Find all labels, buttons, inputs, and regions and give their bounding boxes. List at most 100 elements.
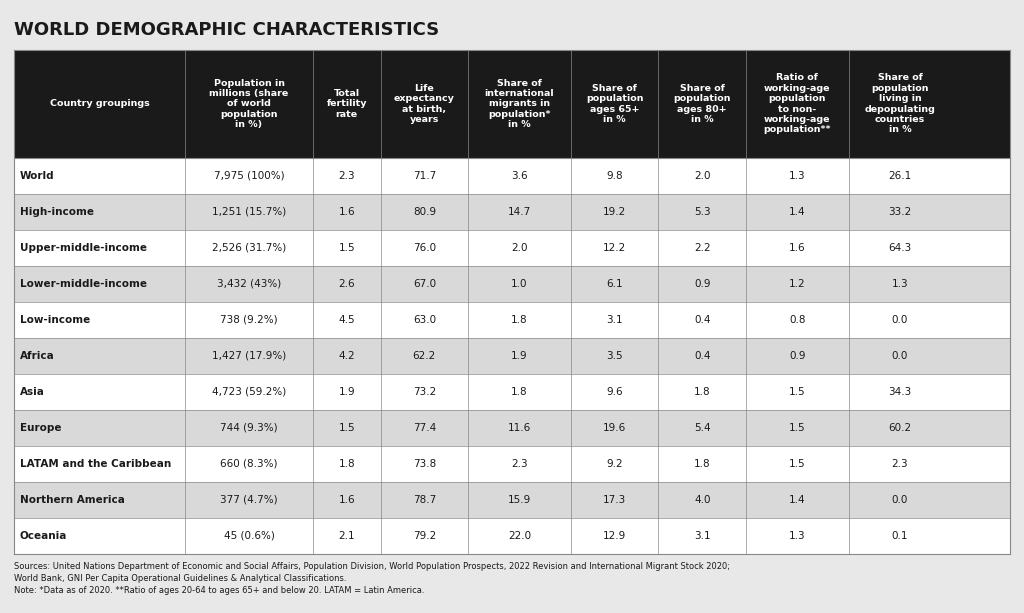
Text: 2.6: 2.6 — [338, 279, 355, 289]
Text: 744 (9.3%): 744 (9.3%) — [220, 423, 278, 433]
Text: 76.0: 76.0 — [413, 243, 436, 253]
Text: 80.9: 80.9 — [413, 207, 436, 217]
Text: 0.8: 0.8 — [790, 315, 806, 325]
Text: 11.6: 11.6 — [508, 423, 531, 433]
Text: Oceania: Oceania — [20, 531, 68, 541]
Text: Share of
international
migrants in
population*
in %: Share of international migrants in popul… — [484, 78, 554, 129]
Text: 1.3: 1.3 — [790, 531, 806, 541]
Text: 9.2: 9.2 — [606, 459, 623, 469]
Bar — [14, 194, 1010, 230]
Text: 71.7: 71.7 — [413, 171, 436, 181]
Text: LATAM and the Caribbean: LATAM and the Caribbean — [20, 459, 171, 469]
Text: 1.6: 1.6 — [338, 207, 355, 217]
Text: 4.2: 4.2 — [338, 351, 355, 361]
Text: 738 (9.2%): 738 (9.2%) — [220, 315, 278, 325]
Bar — [14, 446, 1010, 482]
Text: Upper-middle-income: Upper-middle-income — [20, 243, 147, 253]
Text: 1.2: 1.2 — [790, 279, 806, 289]
Text: 45 (0.6%): 45 (0.6%) — [223, 531, 274, 541]
Text: 15.9: 15.9 — [508, 495, 531, 505]
Text: 0.0: 0.0 — [892, 351, 908, 361]
Text: Population in
millions (share
of world
population
in %): Population in millions (share of world p… — [210, 78, 289, 129]
Text: World: World — [20, 171, 54, 181]
Text: 62.2: 62.2 — [413, 351, 436, 361]
Text: 3.6: 3.6 — [511, 171, 527, 181]
Text: Low-income: Low-income — [20, 315, 90, 325]
Text: 33.2: 33.2 — [888, 207, 911, 217]
Bar — [14, 50, 1010, 554]
Text: 1.6: 1.6 — [338, 495, 355, 505]
Text: 2,526 (31.7%): 2,526 (31.7%) — [212, 243, 286, 253]
Text: 7,975 (100%): 7,975 (100%) — [214, 171, 285, 181]
Text: 6.1: 6.1 — [606, 279, 623, 289]
Text: 14.7: 14.7 — [508, 207, 531, 217]
Text: 0.4: 0.4 — [694, 315, 711, 325]
Text: 660 (8.3%): 660 (8.3%) — [220, 459, 278, 469]
Text: 1.8: 1.8 — [694, 459, 711, 469]
Text: 2.1: 2.1 — [338, 531, 355, 541]
Text: 19.2: 19.2 — [603, 207, 627, 217]
Bar — [14, 518, 1010, 554]
Text: 1.8: 1.8 — [511, 387, 527, 397]
Text: 1.5: 1.5 — [790, 387, 806, 397]
Text: 17.3: 17.3 — [603, 495, 627, 505]
Text: 63.0: 63.0 — [413, 315, 436, 325]
Text: 34.3: 34.3 — [888, 387, 911, 397]
Text: 9.6: 9.6 — [606, 387, 623, 397]
Text: 79.2: 79.2 — [413, 531, 436, 541]
Text: 12.2: 12.2 — [603, 243, 627, 253]
Text: 0.0: 0.0 — [892, 495, 908, 505]
Bar — [14, 230, 1010, 266]
Text: 3.1: 3.1 — [606, 315, 623, 325]
Text: 3,432 (43%): 3,432 (43%) — [217, 279, 282, 289]
Text: 5.3: 5.3 — [694, 207, 711, 217]
Text: 1.8: 1.8 — [511, 315, 527, 325]
Text: 1.5: 1.5 — [338, 423, 355, 433]
Text: 1.6: 1.6 — [790, 243, 806, 253]
Text: 377 (4.7%): 377 (4.7%) — [220, 495, 278, 505]
Text: Ratio of
working-age
population
to non-
working-age
population**: Ratio of working-age population to non- … — [764, 74, 831, 134]
Text: 5.4: 5.4 — [694, 423, 711, 433]
Bar — [14, 158, 1010, 194]
Text: 4.5: 4.5 — [338, 315, 355, 325]
Text: 73.2: 73.2 — [413, 387, 436, 397]
Text: Share of
population
living in
depopulating
countries
in %: Share of population living in depopulati… — [864, 74, 935, 134]
Text: 1.4: 1.4 — [790, 495, 806, 505]
Text: 9.8: 9.8 — [606, 171, 623, 181]
Text: 1.9: 1.9 — [511, 351, 527, 361]
Text: 22.0: 22.0 — [508, 531, 531, 541]
Text: 26.1: 26.1 — [888, 171, 911, 181]
Text: 4.0: 4.0 — [694, 495, 711, 505]
Text: 1.8: 1.8 — [694, 387, 711, 397]
Text: Northern America: Northern America — [20, 495, 125, 505]
Text: 1.3: 1.3 — [892, 279, 908, 289]
Text: Europe: Europe — [20, 423, 61, 433]
Text: Asia: Asia — [20, 387, 45, 397]
Text: 2.3: 2.3 — [338, 171, 355, 181]
Text: Africa: Africa — [20, 351, 54, 361]
Bar — [14, 50, 1010, 158]
Text: 1.0: 1.0 — [511, 279, 527, 289]
Text: 64.3: 64.3 — [888, 243, 911, 253]
Text: 2.0: 2.0 — [694, 171, 711, 181]
Text: Share of
population
ages 65+
in %: Share of population ages 65+ in % — [586, 84, 643, 124]
Text: 0.4: 0.4 — [694, 351, 711, 361]
Text: 3.5: 3.5 — [606, 351, 623, 361]
Text: WORLD DEMOGRAPHIC CHARACTERISTICS: WORLD DEMOGRAPHIC CHARACTERISTICS — [14, 21, 439, 39]
Text: 4,723 (59.2%): 4,723 (59.2%) — [212, 387, 286, 397]
Text: 1.3: 1.3 — [790, 171, 806, 181]
Text: 0.9: 0.9 — [694, 279, 711, 289]
Text: 73.8: 73.8 — [413, 459, 436, 469]
Text: Share of
population
ages 80+
in %: Share of population ages 80+ in % — [674, 84, 731, 124]
Text: 1.5: 1.5 — [790, 423, 806, 433]
Text: 2.0: 2.0 — [511, 243, 527, 253]
Text: 1.8: 1.8 — [338, 459, 355, 469]
Bar — [14, 482, 1010, 518]
Text: High-income: High-income — [20, 207, 94, 217]
Text: 1.5: 1.5 — [790, 459, 806, 469]
Text: 1.9: 1.9 — [338, 387, 355, 397]
Text: 2.2: 2.2 — [694, 243, 711, 253]
Text: Total
fertility
rate: Total fertility rate — [327, 89, 367, 119]
Text: Life
expectancy
at birth,
years: Life expectancy at birth, years — [394, 84, 455, 124]
Text: 1,427 (17.9%): 1,427 (17.9%) — [212, 351, 286, 361]
